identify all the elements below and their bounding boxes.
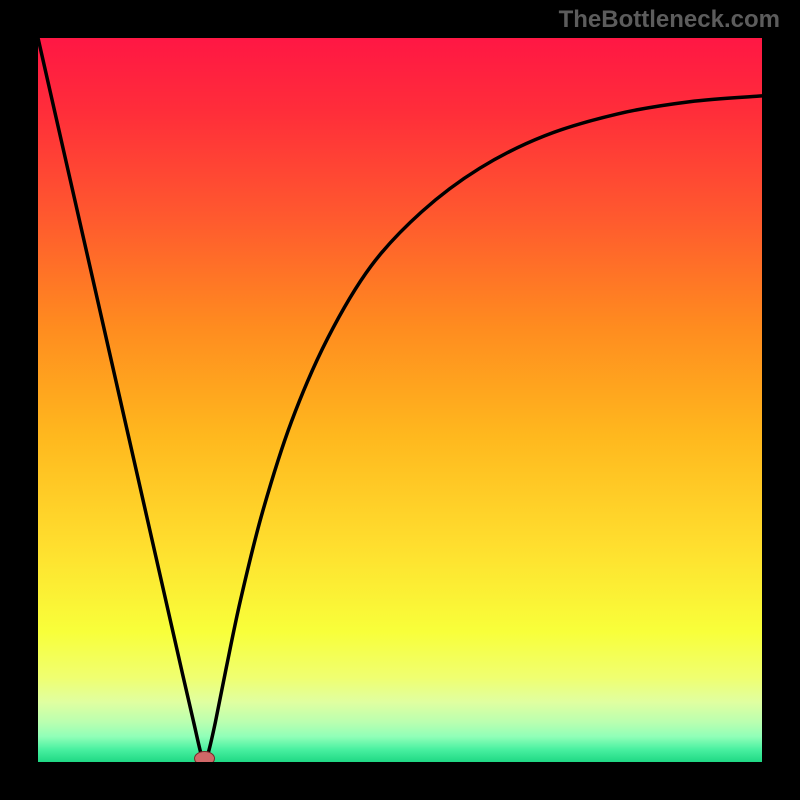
optimum-marker	[195, 752, 215, 763]
bottleneck-curve	[38, 38, 762, 761]
bottleneck-chart: TheBottleneck.com	[0, 0, 800, 800]
watermark-text: TheBottleneck.com	[559, 6, 780, 34]
curve-layer	[38, 38, 762, 762]
plot-area	[38, 38, 762, 762]
